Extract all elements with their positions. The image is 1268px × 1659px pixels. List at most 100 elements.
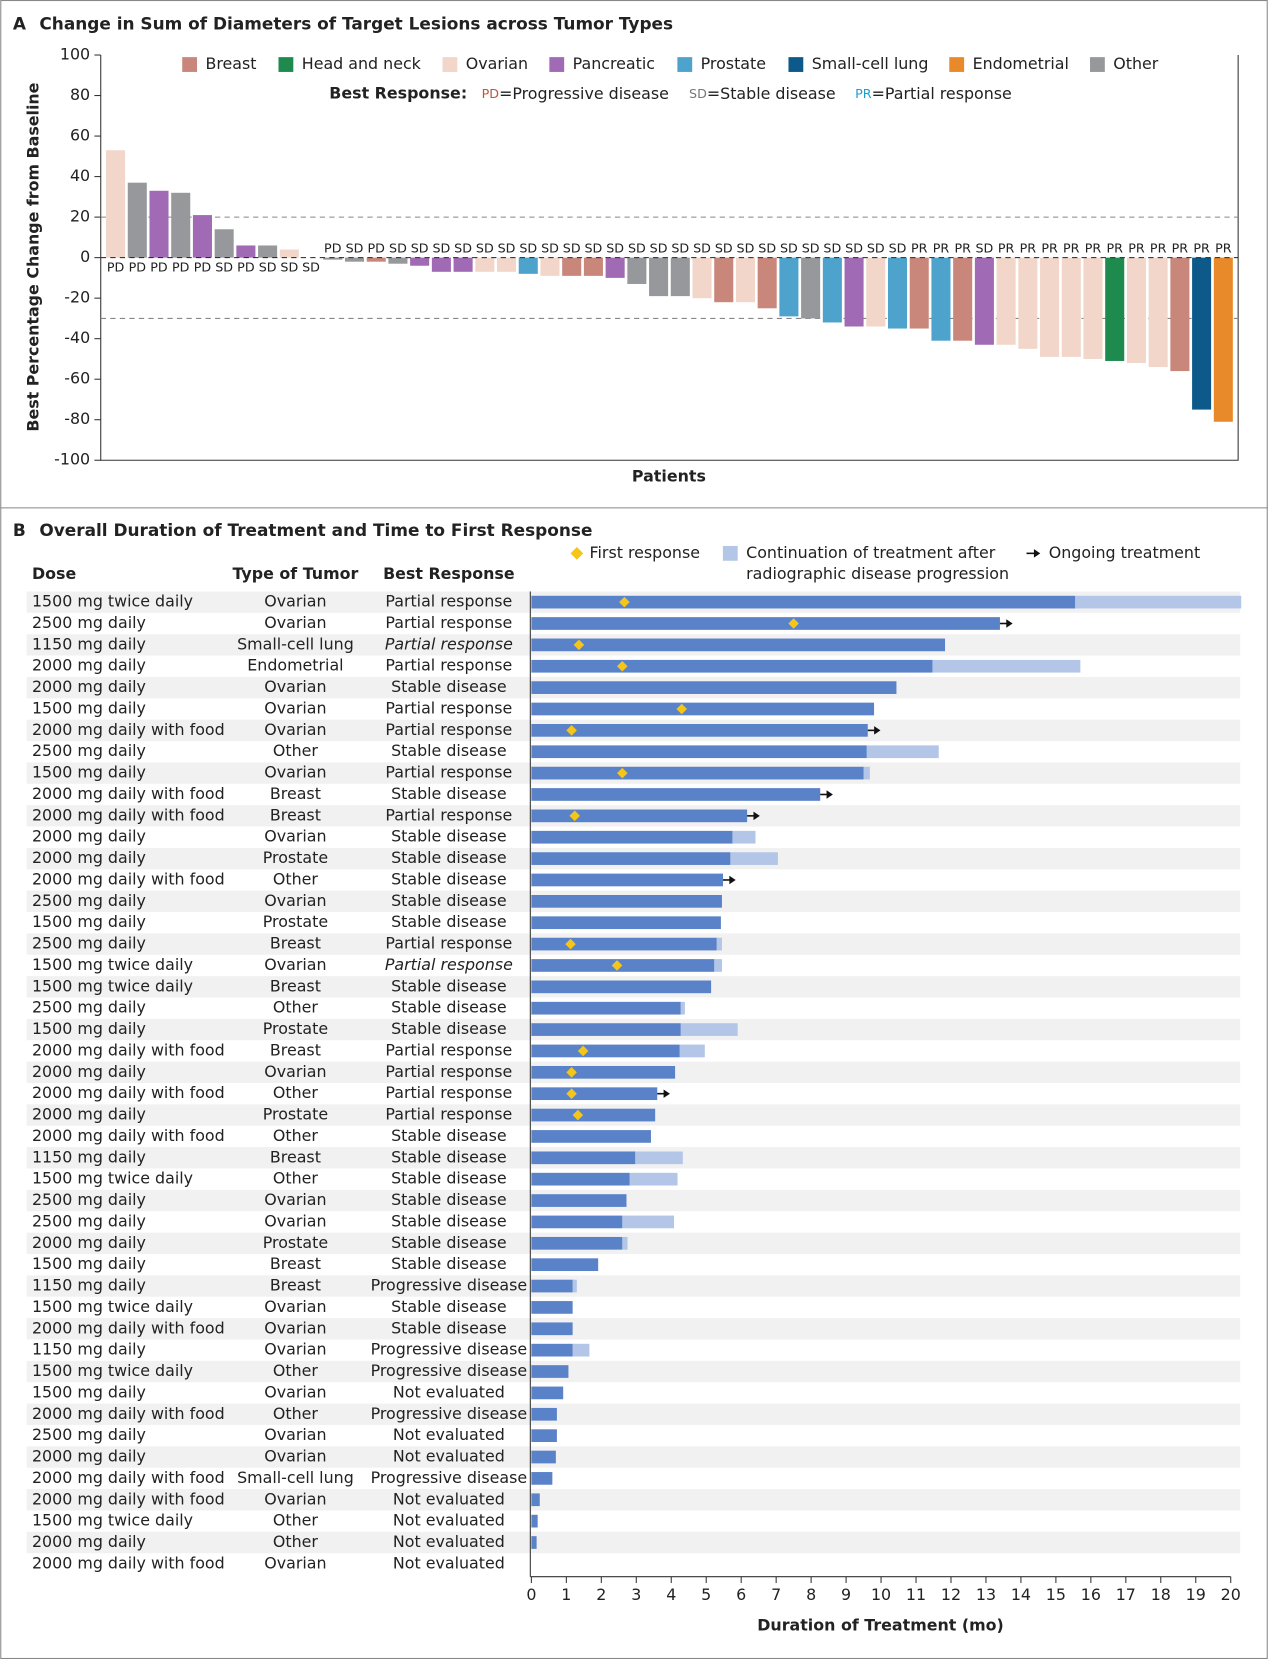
first-response bbox=[611, 960, 623, 971]
best-response: Stable disease bbox=[391, 1019, 507, 1038]
duration-bar bbox=[531, 980, 712, 994]
first-response bbox=[573, 639, 585, 651]
best-response: Partial response bbox=[385, 955, 513, 974]
best-response: Not evaluated bbox=[393, 1447, 505, 1466]
legend-swatch bbox=[677, 57, 693, 72]
duration-bar bbox=[531, 1194, 627, 1207]
response-label: PD bbox=[172, 260, 190, 275]
legend-label: =Stable disease bbox=[707, 84, 836, 103]
dose: 2000 mg daily bbox=[32, 827, 146, 846]
best-response: Partial response bbox=[385, 634, 513, 653]
dose: 1500 mg twice daily bbox=[32, 1169, 193, 1188]
tumor-type: Ovarian bbox=[264, 1318, 326, 1337]
tumor-type: Ovarian bbox=[264, 677, 326, 696]
response-label: SD bbox=[737, 241, 755, 256]
continuation-bar bbox=[932, 659, 1081, 673]
bar bbox=[1105, 257, 1125, 361]
y-tick-label: -80 bbox=[64, 409, 90, 428]
best-response: Partial response bbox=[385, 720, 512, 739]
tumor-type: Breast bbox=[270, 1147, 321, 1166]
bar bbox=[757, 257, 777, 309]
tumor-type: Other bbox=[273, 1361, 319, 1380]
continuation-bar bbox=[714, 959, 722, 972]
response-label: PD bbox=[324, 241, 342, 256]
panel-b: 1500 mg twice daily Ovarian Partial respon… bbox=[26, 545, 1242, 1604]
bar bbox=[366, 257, 386, 262]
duration-bar bbox=[531, 1130, 651, 1143]
x-tick-label: 14 bbox=[1011, 1585, 1031, 1604]
duration-bar bbox=[531, 830, 733, 844]
dose: 2000 mg daily with food bbox=[32, 869, 225, 888]
dose: 2500 mg daily bbox=[32, 613, 146, 632]
dose: 2000 mg daily with food bbox=[32, 1489, 225, 1508]
tumor-type: Other bbox=[273, 741, 319, 760]
dose: 1150 mg daily bbox=[32, 634, 146, 653]
response-label: PR bbox=[1172, 241, 1189, 256]
bar bbox=[953, 257, 973, 341]
best-response: Partial response bbox=[385, 805, 512, 824]
best-response: Partial response bbox=[385, 934, 512, 953]
best-response: Not evaluated bbox=[393, 1511, 505, 1530]
tumor-type: Ovarian bbox=[264, 613, 326, 632]
duration-bar bbox=[531, 1301, 573, 1314]
x-tick-label: 2 bbox=[596, 1585, 606, 1604]
bar bbox=[518, 257, 538, 274]
best-response: Partial response bbox=[385, 656, 512, 675]
ongoing-arrowhead bbox=[729, 875, 736, 885]
panel-letter: B bbox=[13, 520, 26, 540]
dose: 2500 mg daily bbox=[32, 1211, 146, 1230]
ongoing-arrowhead bbox=[753, 811, 760, 821]
legend-swatch bbox=[442, 57, 458, 72]
dose: 2000 mg daily bbox=[32, 656, 146, 675]
response-label: SD bbox=[606, 241, 624, 256]
duration-bar bbox=[531, 638, 946, 652]
bar bbox=[627, 257, 647, 284]
best-response: Stable disease bbox=[391, 976, 507, 995]
duration-bar bbox=[531, 1108, 656, 1122]
legend-label: First response bbox=[590, 543, 700, 562]
continuation-bar bbox=[680, 1001, 685, 1015]
response-label: SD bbox=[259, 260, 277, 275]
dose: 2000 mg daily bbox=[32, 677, 146, 696]
x-tick-label: 19 bbox=[1186, 1585, 1206, 1604]
tumor-type: Ovarian bbox=[264, 1553, 326, 1572]
bar bbox=[127, 182, 147, 258]
duration-bar bbox=[531, 702, 875, 716]
duration-bar bbox=[531, 617, 1000, 630]
duration-bar bbox=[531, 1279, 573, 1293]
best-response: Not evaluated bbox=[393, 1532, 505, 1551]
best-response: Stable disease bbox=[391, 741, 507, 760]
legend-label: =Progressive disease bbox=[499, 84, 669, 103]
y-tick-label: -100 bbox=[54, 450, 90, 469]
legend-title: Best Response: bbox=[329, 84, 467, 103]
dose: 2000 mg daily bbox=[32, 1532, 146, 1551]
legend-label: Small-cell lung bbox=[812, 54, 929, 73]
x-tick-label: 7 bbox=[771, 1585, 781, 1604]
duration-bar bbox=[531, 809, 748, 823]
response-label: SD bbox=[693, 241, 711, 256]
x-tick-label: 5 bbox=[701, 1585, 711, 1604]
x-tick-label: 8 bbox=[806, 1585, 816, 1604]
ongoing-arrowhead bbox=[826, 790, 833, 799]
bar bbox=[801, 257, 821, 319]
response-label: PR bbox=[1128, 241, 1145, 256]
duration-bar bbox=[531, 766, 864, 780]
dose: 1500 mg twice daily bbox=[32, 1511, 193, 1530]
row-stripe bbox=[26, 1189, 1241, 1212]
tumor-type: Prostate bbox=[263, 1019, 328, 1038]
duration-bar bbox=[531, 1450, 556, 1464]
response-label: PR bbox=[911, 241, 928, 256]
tumor-type: Prostate bbox=[263, 1233, 328, 1252]
continuation-bar bbox=[629, 1172, 678, 1186]
tumor-type: Ovarian bbox=[264, 1340, 326, 1359]
legend-diamond bbox=[570, 547, 584, 560]
continuation-bar bbox=[679, 1044, 705, 1058]
best-response: Progressive disease bbox=[371, 1340, 528, 1359]
duration-bar bbox=[531, 1386, 564, 1400]
bar bbox=[1170, 257, 1190, 372]
y-tick-label: 20 bbox=[70, 207, 90, 226]
response-label: SD bbox=[280, 260, 298, 275]
bar bbox=[540, 257, 560, 276]
legend-item: SD=Stable disease bbox=[689, 84, 836, 103]
legend-label: Endometrial bbox=[973, 54, 1069, 73]
